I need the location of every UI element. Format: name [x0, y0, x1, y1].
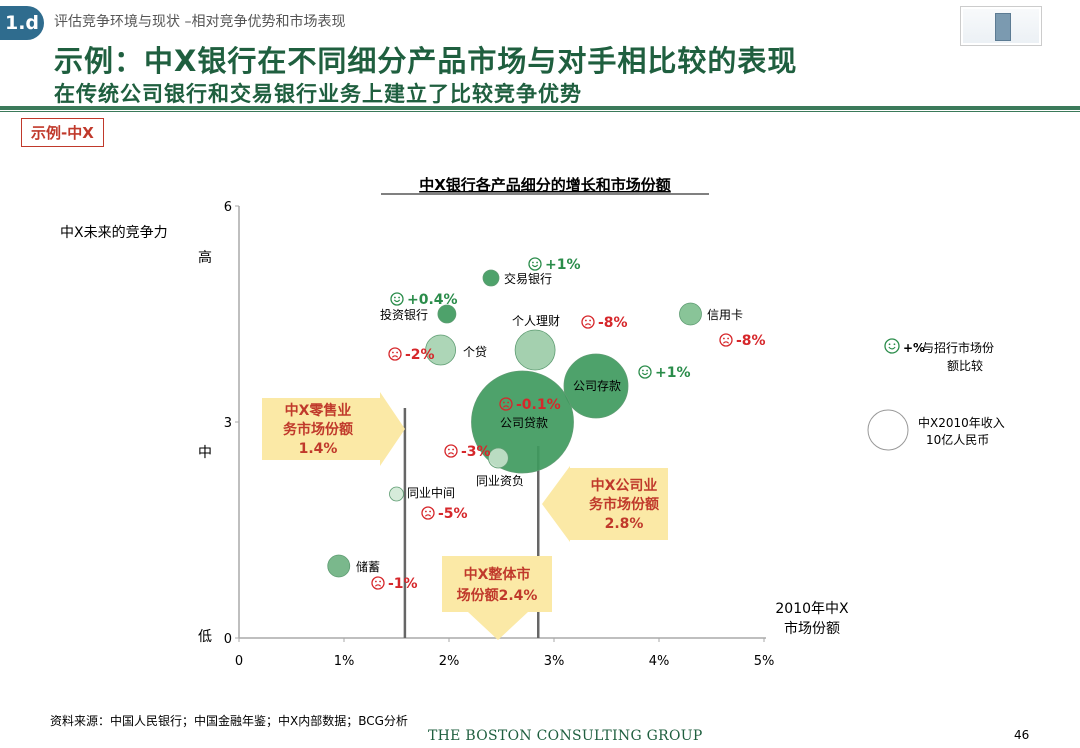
y-tick-label: 0	[224, 632, 232, 647]
y-level-label: 中	[198, 445, 212, 461]
breadcrumb: 评估竞争环境与现状 –相对竞争优势和市场表现	[54, 14, 346, 30]
y-tick-label: 3	[224, 416, 232, 431]
page-subtitle: 在传统公司银行和交易银行业务上建立了比较竞争优势	[54, 82, 582, 106]
change-label: +0.4%	[407, 292, 458, 308]
legend-change-text1: 与招行市场份	[922, 340, 994, 355]
smiley-icon	[638, 365, 652, 379]
overall-callout-text: 中X整体市	[464, 566, 531, 583]
x-axis-label-line1: 2010年中X	[775, 601, 849, 617]
bubble-label: 同业资负	[476, 474, 524, 488]
frown-icon	[388, 347, 402, 361]
frown-icon	[444, 444, 458, 458]
bubble-信用卡	[679, 302, 702, 326]
bubble-label: 公司贷款	[500, 416, 548, 430]
retail-share-callout	[262, 392, 405, 466]
change-label: +1%	[655, 365, 691, 381]
corporate-share-callout	[542, 466, 668, 542]
overall-share-callout	[442, 556, 552, 640]
x-tick-label: 4%	[649, 654, 670, 669]
frown-icon	[719, 333, 733, 347]
logo-thumbnail	[960, 6, 1042, 46]
legend-change-plus: +%	[903, 341, 925, 355]
bubble-label: 交易银行	[504, 271, 552, 286]
frown-icon	[371, 576, 385, 590]
footer-source: 资料来源：中国人民银行；中国金融年鉴；中X内部数据；BCG分析	[50, 714, 408, 728]
legend: +% 与招行市场份 额比较 中X2010年收入 10亿人民币	[867, 338, 1005, 451]
bubble-label: 公司存款	[573, 379, 621, 393]
y-level-label: 高	[198, 249, 212, 266]
frown-icon	[421, 506, 435, 520]
change-label: -2%	[405, 347, 435, 363]
corporate-callout-text: 务市场份额	[589, 496, 659, 513]
title-divider-thin	[0, 111, 1080, 112]
corporate-callout-text: 中X公司业	[591, 477, 658, 494]
change-label: -1%	[388, 576, 418, 592]
change-label: -3%	[461, 444, 491, 460]
x-tick-label: 3%	[544, 654, 565, 669]
legend-bubble-text2: 10亿人民币	[926, 432, 989, 447]
x-axis-label-line2: 市场份额	[784, 620, 840, 637]
retail-callout-text: 中X零售业	[285, 402, 352, 419]
example-tag: 示例-中X	[21, 118, 104, 147]
bubble-公司存款	[563, 353, 629, 419]
frown-icon	[499, 397, 513, 411]
x-tick-label: 1%	[334, 654, 355, 669]
y-level-label: 低	[198, 629, 212, 645]
legend-change-text2: 额比较	[947, 358, 983, 373]
bubble-label: 储蓄	[356, 559, 380, 574]
bubble-个贷	[425, 334, 457, 366]
legend-smiley-icon	[884, 338, 900, 354]
change-label: -0.1%	[516, 397, 561, 413]
section-badge: 1.d	[0, 6, 44, 40]
bubble-label: 个人理财	[512, 314, 560, 328]
chart-title: 中X银行各产品细分的增长和市场份额	[419, 176, 671, 194]
overall-callout-text: 场份额2.4%	[457, 587, 538, 604]
bubble-储蓄	[327, 554, 351, 578]
x-tick-label: 0	[235, 654, 243, 669]
smiley-icon	[528, 257, 542, 271]
x-tick-label: 2%	[439, 654, 460, 669]
corporate-callout-text: 2.8%	[605, 516, 644, 532]
bubble-同业中间	[389, 486, 404, 502]
page-number: 46	[1014, 728, 1030, 742]
legend-bubble	[867, 409, 909, 451]
bubble-label: 投资银行	[380, 307, 428, 322]
change-label: -8%	[736, 333, 766, 349]
footer-logo: THE BOSTON CONSULTING GROUP	[428, 728, 703, 744]
bubble-label: 信用卡	[707, 308, 743, 322]
page-title: 示例：中X银行在不同细分产品市场与对手相比较的表现	[54, 44, 798, 78]
change-label: -5%	[438, 506, 468, 522]
retail-callout-text: 1.4%	[299, 441, 338, 457]
y-tick-label: 6	[224, 200, 232, 215]
retail-callout-text: 务市场份额	[283, 421, 353, 438]
legend-bubble-text1: 中X2010年收入	[918, 415, 1005, 430]
smiley-icon	[390, 292, 404, 306]
bubble-同业资负	[487, 447, 509, 469]
bubble-投资银行	[437, 304, 457, 324]
change-label: +1%	[545, 257, 581, 273]
change-label: -8%	[598, 315, 628, 331]
x-tick-label: 5%	[754, 654, 775, 669]
bubble-chart: 中X银行各产品细分的增长和市场份额 中X未来的竞争力 0 1% 2% 3% 4% 5% 0 3…	[60, 176, 1005, 669]
bubble-公司贷款	[471, 370, 574, 474]
bubble-个人理财	[514, 329, 556, 371]
bubble-label: 个贷	[463, 345, 487, 359]
y-axis-label: 中X未来的竞争力	[60, 224, 168, 241]
bubble-label: 同业中间	[407, 485, 455, 500]
title-divider	[0, 106, 1080, 110]
frown-icon	[581, 315, 595, 329]
bubble-交易银行	[482, 269, 500, 287]
